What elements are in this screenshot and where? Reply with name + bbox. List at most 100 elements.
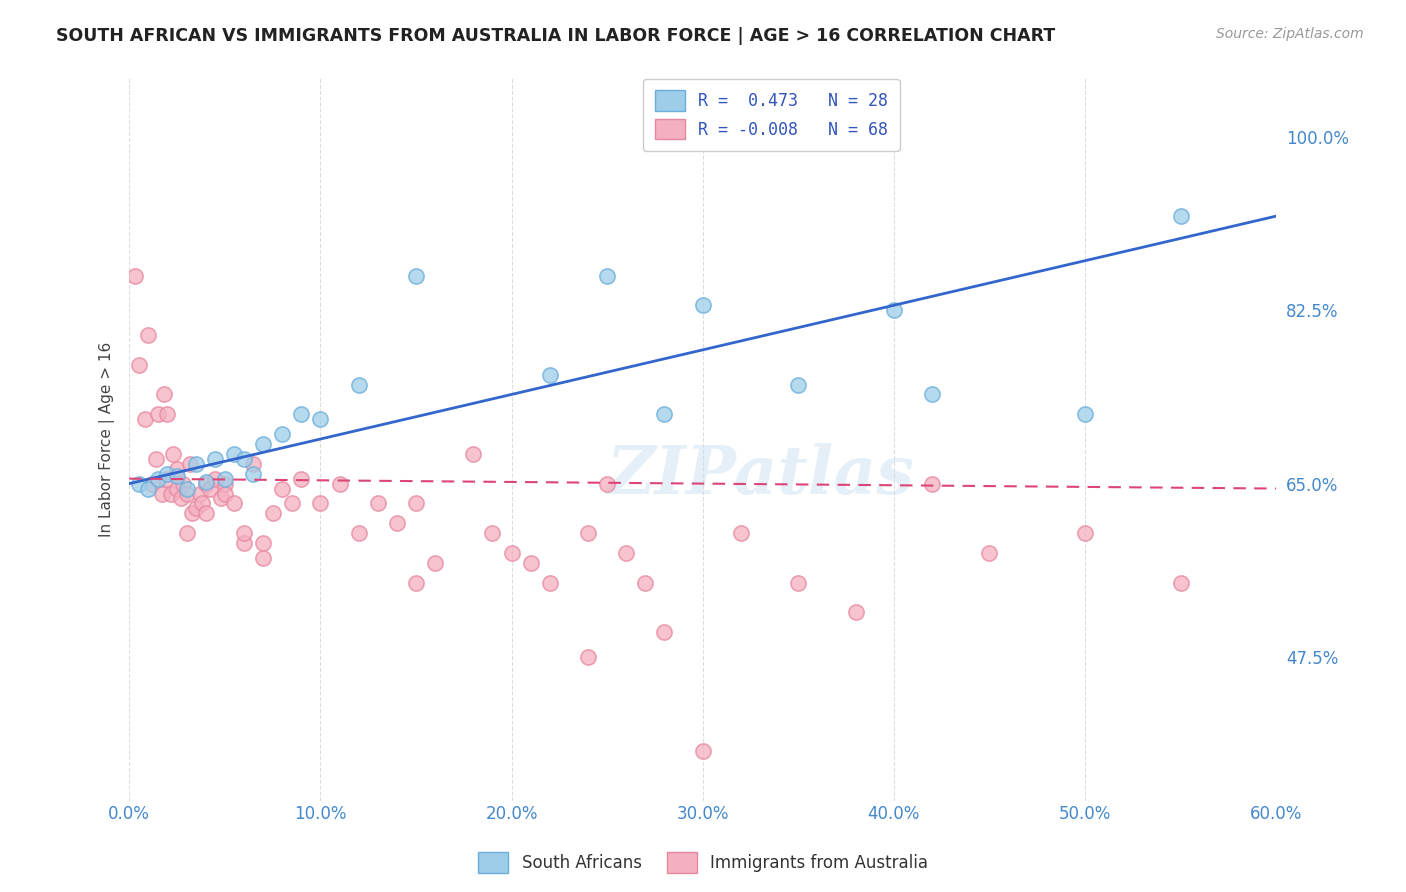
Point xyxy=(242,467,264,481)
Point xyxy=(1170,575,1192,590)
Point xyxy=(576,650,599,665)
Point xyxy=(128,358,150,372)
Point xyxy=(463,447,485,461)
Point xyxy=(634,575,657,590)
Point xyxy=(538,575,561,590)
Point xyxy=(191,496,214,510)
Point xyxy=(405,496,427,510)
Point xyxy=(692,744,714,758)
Point xyxy=(481,526,503,541)
Point xyxy=(290,472,312,486)
Point xyxy=(166,462,188,476)
Point xyxy=(423,556,446,570)
Point xyxy=(214,472,236,486)
Point xyxy=(845,606,868,620)
Point xyxy=(385,516,408,531)
Point xyxy=(204,451,226,466)
Point xyxy=(309,412,332,426)
Point xyxy=(1170,209,1192,223)
Point xyxy=(232,451,254,466)
Point xyxy=(883,303,905,318)
Point xyxy=(166,468,188,483)
Point xyxy=(141,476,163,491)
Point xyxy=(134,412,156,426)
Point xyxy=(186,457,208,471)
Point xyxy=(156,407,179,421)
Point xyxy=(347,526,370,541)
Point xyxy=(128,476,150,491)
Point xyxy=(186,501,208,516)
Legend: South Africans, Immigrants from Australia: South Africans, Immigrants from Australi… xyxy=(471,846,935,880)
Point xyxy=(214,476,236,491)
Point xyxy=(146,407,169,421)
Point xyxy=(501,546,523,560)
Point xyxy=(921,476,943,491)
Point xyxy=(405,268,427,283)
Point xyxy=(224,447,246,461)
Point xyxy=(124,268,146,283)
Point xyxy=(160,486,183,500)
Point xyxy=(596,476,619,491)
Point xyxy=(146,472,169,486)
Point xyxy=(181,506,204,520)
Point xyxy=(538,368,561,382)
Point xyxy=(1074,407,1097,421)
Point xyxy=(194,476,217,491)
Point xyxy=(242,457,264,471)
Legend: R =  0.473   N = 28, R = -0.008   N = 68: R = 0.473 N = 28, R = -0.008 N = 68 xyxy=(643,78,900,151)
Point xyxy=(209,491,232,506)
Point xyxy=(232,526,254,541)
Point xyxy=(787,575,810,590)
Point xyxy=(138,328,160,343)
Point xyxy=(614,546,637,560)
Text: SOUTH AFRICAN VS IMMIGRANTS FROM AUSTRALIA IN LABOR FORCE | AGE > 16 CORRELATION: SOUTH AFRICAN VS IMMIGRANTS FROM AUSTRAL… xyxy=(56,27,1056,45)
Point xyxy=(271,427,294,442)
Point xyxy=(1074,526,1097,541)
Point xyxy=(194,506,217,520)
Point xyxy=(224,496,246,510)
Point xyxy=(198,482,221,496)
Point xyxy=(172,476,194,491)
Point xyxy=(367,496,389,510)
Point xyxy=(176,486,198,500)
Point xyxy=(145,451,167,466)
Point xyxy=(232,536,254,550)
Point xyxy=(979,546,1001,560)
Point xyxy=(654,407,676,421)
Point xyxy=(152,387,174,401)
Point xyxy=(188,486,211,500)
Point xyxy=(262,506,284,520)
Point xyxy=(328,476,350,491)
Point xyxy=(170,491,193,506)
Point xyxy=(309,496,332,510)
Point xyxy=(156,467,179,481)
Point xyxy=(692,298,714,312)
Point xyxy=(204,472,226,486)
Point xyxy=(730,526,752,541)
Point xyxy=(176,526,198,541)
Text: Source: ZipAtlas.com: Source: ZipAtlas.com xyxy=(1216,27,1364,41)
Text: ZIPatlas: ZIPatlas xyxy=(606,442,914,508)
Point xyxy=(179,457,201,471)
Point xyxy=(252,550,274,565)
Y-axis label: In Labor Force | Age > 16: In Labor Force | Age > 16 xyxy=(100,342,115,537)
Point xyxy=(156,472,179,486)
Point xyxy=(214,486,236,500)
Point xyxy=(162,447,184,461)
Point xyxy=(654,625,676,640)
Point xyxy=(576,526,599,541)
Point xyxy=(280,496,302,510)
Point xyxy=(405,575,427,590)
Point xyxy=(519,556,541,570)
Point xyxy=(176,482,198,496)
Point xyxy=(921,387,943,401)
Point xyxy=(252,437,274,451)
Point xyxy=(787,377,810,392)
Point xyxy=(166,482,188,496)
Point xyxy=(596,268,619,283)
Point xyxy=(271,482,294,496)
Point xyxy=(194,475,217,489)
Point xyxy=(290,407,312,421)
Point xyxy=(347,377,370,392)
Point xyxy=(252,536,274,550)
